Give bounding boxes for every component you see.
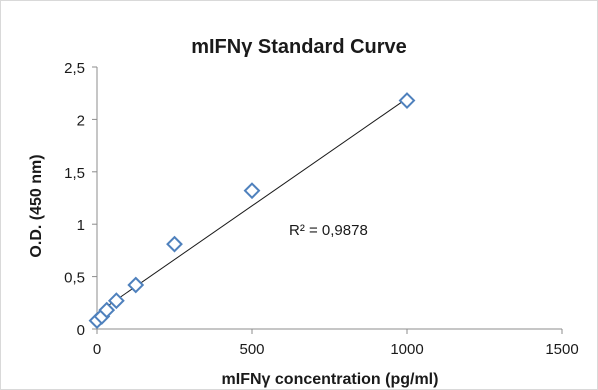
data-point-marker: [166, 235, 183, 253]
x-tick-label: 1500: [545, 341, 578, 358]
data-point-marker: [107, 292, 125, 310]
x-tick-label: 500: [239, 341, 264, 358]
data-point-marker: [243, 182, 261, 200]
data-points: [88, 92, 416, 330]
data-point-marker: [98, 301, 116, 319]
x-tick-label: 1000: [390, 341, 423, 358]
data-point-marker: [127, 276, 145, 294]
trendline: [96, 98, 408, 314]
chart-title: mIFNγ Standard Curve: [191, 36, 407, 58]
y-tick-label: 0: [77, 322, 85, 339]
y-tick-label: 2,5: [64, 60, 85, 77]
y-tick-label: 2: [77, 112, 85, 129]
data-point-marker: [398, 92, 416, 109]
x-tick-label: 0: [93, 341, 101, 358]
x-axis-title: mIFNγ concentration (pg/ml): [222, 371, 439, 388]
y-axis-title: O.D. (450 nm): [28, 154, 45, 257]
y-tick-label: 1: [77, 217, 85, 234]
axis-ticks: 0 500 1000 1500 0 0,5 1 1,5 2 2,5: [64, 60, 579, 358]
y-tick-label: 1,5: [64, 165, 85, 182]
y-tick-label: 0,5: [64, 270, 85, 287]
r-squared-label: R² = 0,9878: [289, 222, 368, 239]
